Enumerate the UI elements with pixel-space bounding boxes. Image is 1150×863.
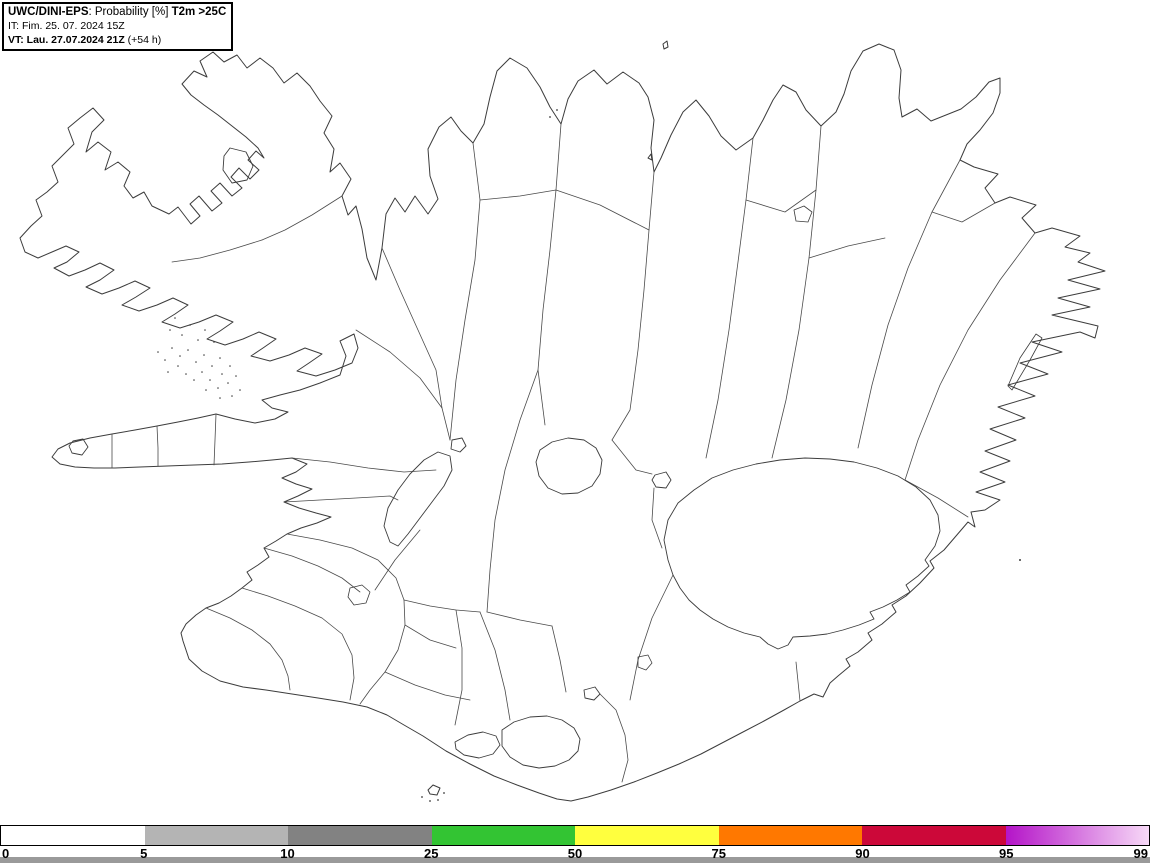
boundary-line	[261, 195, 343, 241]
boundary-line	[479, 189, 557, 201]
boundary-line	[555, 189, 650, 231]
colorbar-segment-0-5	[1, 826, 145, 845]
boundary-line	[931, 202, 996, 223]
islands	[157, 40, 1021, 802]
probability-colorbar	[0, 825, 1150, 846]
boundary-line	[629, 574, 674, 701]
colorbar-segment-5-10	[144, 826, 288, 845]
boundary-line	[486, 611, 553, 627]
boundary-line	[551, 625, 567, 693]
colorbar-segment-50-75	[575, 826, 719, 845]
boundary-line	[486, 369, 539, 613]
colorbar-segment-95-99	[1005, 826, 1149, 845]
colorbar-tick-95: 95	[999, 846, 1014, 861]
myrdalsjokull-outline	[501, 715, 581, 769]
boundary-line	[537, 123, 562, 426]
boundary-line	[286, 533, 406, 705]
coastline	[19, 43, 1106, 802]
boundary-line	[355, 329, 451, 441]
grimsey-island	[662, 40, 669, 50]
boundary-line	[384, 671, 471, 701]
bottom-border-strip	[0, 857, 1150, 863]
myvatn-outline	[793, 205, 813, 223]
boundary-line	[171, 239, 263, 263]
boundary-line	[283, 495, 399, 503]
eyjafjallajokull-outline	[454, 731, 501, 759]
boundary-line	[857, 159, 961, 449]
lead-time: (+54 h)	[124, 34, 162, 46]
hrisey-island	[647, 153, 653, 161]
torfajokull-outline	[583, 686, 601, 701]
colorbar-tick-10: 10	[280, 846, 295, 861]
valid-time: VT: Lau. 27.07.2024 21Z	[8, 34, 125, 46]
boundary-line	[651, 487, 663, 549]
colorbar-segment-75-90	[718, 826, 862, 845]
colorbar-tick-5: 5	[140, 846, 148, 861]
colorbar-tick-50: 50	[567, 846, 583, 861]
boundary-line	[904, 479, 969, 518]
boundary-line	[745, 189, 817, 213]
boundary-line	[241, 587, 355, 701]
boundary-line	[479, 611, 511, 721]
colorbar-segment-25-50	[431, 826, 575, 845]
colorbar-segment-10-25	[288, 826, 432, 845]
colorbar-segment-90-95	[862, 826, 1006, 845]
boundary-line	[808, 237, 886, 259]
colorbar-tick-75: 75	[711, 846, 726, 861]
boundary-line	[904, 232, 1036, 481]
thingvallavatn-outline	[347, 584, 371, 606]
lakes	[347, 205, 1043, 671]
eiriksjokull-outline	[450, 437, 467, 453]
snaefellsjokull-outline	[68, 438, 89, 456]
hofsjokull-outline	[535, 437, 603, 495]
colorbar-tick-0: 0	[2, 846, 10, 861]
valid-time-line: VT: Lau. 27.07.2024 21Z (+54 h)	[8, 33, 226, 47]
heimaey-island	[427, 784, 441, 796]
boundary-line	[205, 607, 291, 691]
boundary-line	[771, 125, 822, 459]
breidafjordur-islands	[157, 317, 241, 399]
boundary-line	[374, 529, 421, 591]
boundary-line	[599, 693, 629, 783]
colorbar-tick-99: 99	[1133, 846, 1148, 861]
glacier-outlines	[68, 147, 941, 769]
colorbar-tick-25: 25	[424, 846, 439, 861]
vestmannaeyjar-skerries	[421, 792, 445, 802]
boundary-line	[291, 457, 437, 473]
boundary-line	[156, 425, 159, 467]
papey-island	[1019, 559, 1021, 561]
boundary-line	[795, 661, 801, 702]
boundary-line	[403, 599, 481, 613]
title-line: UWC/DINI-EPS: Probability [%] T2m >25C	[8, 5, 226, 19]
model-name: UWC/DINI-EPS	[8, 6, 89, 18]
boundary-line	[404, 624, 457, 649]
tungnafellsjokull-outline	[651, 471, 672, 489]
boundary-line	[263, 547, 361, 593]
boundary-line	[381, 247, 443, 409]
colorbar-tick-labels: 0 5 10 25 50 75 90 95 99	[0, 846, 1150, 861]
forecast-title-box: UWC/DINI-EPS: Probability [%] T2m >25C I…	[2, 2, 234, 51]
langjokull-outline	[383, 451, 453, 547]
iceland-coastline-path	[19, 43, 1106, 802]
colorbar-tick-90: 90	[855, 846, 870, 861]
skagafjordur-islets	[549, 109, 558, 118]
boundary-line	[611, 439, 653, 475]
vatnajokull-outline	[663, 457, 941, 650]
logurinn-outline	[1007, 333, 1043, 391]
parameter-label: T2m >25C	[171, 6, 227, 18]
thorisvatn-outline	[637, 654, 653, 671]
boundary-line	[454, 609, 463, 726]
drangajokull-outline	[222, 147, 254, 184]
product-label: : Probability [%]	[88, 6, 172, 18]
boundary-line	[705, 137, 754, 459]
boundary-line	[449, 142, 481, 441]
boundary-line	[611, 171, 655, 441]
boundary-line	[213, 413, 217, 466]
init-time-line: IT: Fim. 25. 07. 2024 15Z	[8, 20, 125, 32]
municipal-boundaries	[111, 123, 1036, 783]
